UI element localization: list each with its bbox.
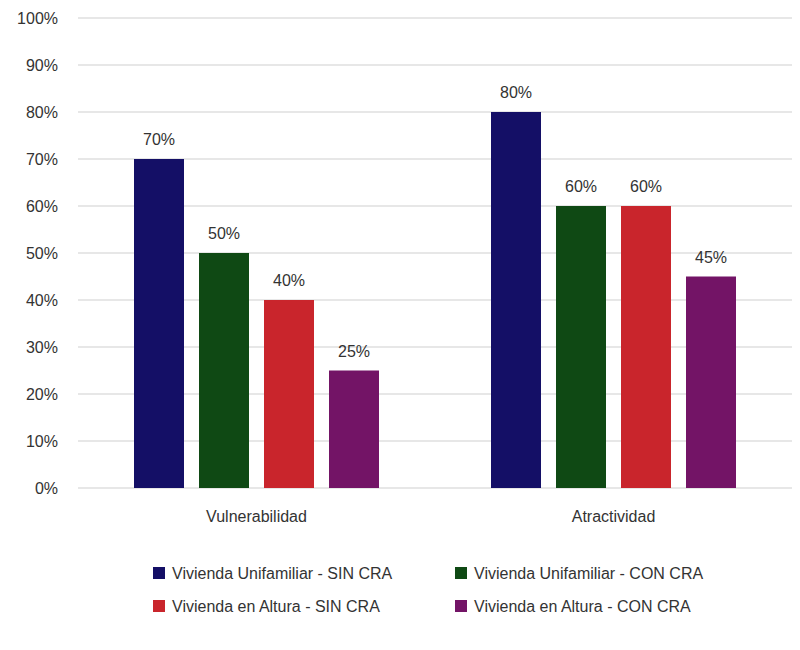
bar bbox=[264, 300, 314, 488]
legend-label: Vivienda en Altura - CON CRA bbox=[474, 598, 691, 615]
grid-line bbox=[78, 111, 792, 112]
y-tick-label: 70% bbox=[26, 151, 58, 168]
grid-line bbox=[78, 487, 792, 488]
y-tick-label: 50% bbox=[26, 245, 58, 262]
data-label: 45% bbox=[695, 249, 727, 266]
legend-label: Vivienda Unifamiliar - SIN CRA bbox=[172, 565, 393, 582]
y-tick-label: 20% bbox=[26, 386, 58, 403]
data-label: 50% bbox=[208, 225, 240, 242]
bars bbox=[134, 112, 736, 488]
legend-swatch bbox=[455, 600, 467, 612]
y-tick-label: 0% bbox=[35, 480, 58, 497]
legend-label: Vivienda Unifamiliar - CON CRA bbox=[474, 565, 703, 582]
grid-line bbox=[78, 440, 792, 441]
data-label: 25% bbox=[338, 343, 370, 360]
grid-line bbox=[78, 158, 792, 159]
bar bbox=[686, 277, 736, 489]
chart-container: 0% 10% 20% 30% 40% 50% 60% 70% 80% 90% 100% 70% 80% 5… bbox=[0, 0, 800, 650]
bar bbox=[621, 206, 671, 488]
y-tick-label: 40% bbox=[26, 292, 58, 309]
grid-line bbox=[78, 346, 792, 347]
grid bbox=[78, 18, 792, 488]
grid-line bbox=[78, 252, 792, 253]
data-label: 70% bbox=[143, 131, 175, 148]
y-axis: 0% 10% 20% 30% 40% 50% 60% 70% 80% 90% 100% bbox=[17, 10, 58, 497]
bar bbox=[329, 371, 379, 489]
bar bbox=[491, 112, 541, 488]
legend-swatch bbox=[153, 567, 165, 579]
grid-line bbox=[78, 299, 792, 300]
bar bbox=[199, 253, 249, 488]
y-tick-label: 100% bbox=[17, 10, 58, 27]
chart-svg: 0% 10% 20% 30% 40% 50% 60% 70% 80% 90% 100% 70% 80% 5… bbox=[0, 0, 800, 650]
y-tick-label: 30% bbox=[26, 339, 58, 356]
grid-line bbox=[78, 205, 792, 206]
data-label: 40% bbox=[273, 272, 305, 289]
data-label: 60% bbox=[565, 178, 597, 195]
bar bbox=[556, 206, 606, 488]
grid-line bbox=[78, 17, 792, 18]
y-tick-label: 90% bbox=[26, 57, 58, 74]
grid-line bbox=[78, 393, 792, 394]
y-tick-label: 80% bbox=[26, 104, 58, 121]
data-labels: 70% 80% 50% 60% 40% 60% 25% 45% bbox=[143, 84, 727, 360]
data-label: 60% bbox=[630, 178, 662, 195]
x-axis: Vulnerabilidad Atractividad bbox=[206, 508, 655, 525]
legend-swatch bbox=[153, 600, 165, 612]
legend: Vivienda Unifamiliar - SIN CRA Vivienda U… bbox=[153, 565, 703, 615]
legend-swatch bbox=[455, 567, 467, 579]
grid-line bbox=[78, 64, 792, 65]
x-tick-label: Atractividad bbox=[572, 508, 656, 525]
y-tick-label: 10% bbox=[26, 433, 58, 450]
y-tick-label: 60% bbox=[26, 198, 58, 215]
bar bbox=[134, 159, 184, 488]
data-label: 80% bbox=[500, 84, 532, 101]
x-tick-label: Vulnerabilidad bbox=[206, 508, 307, 525]
legend-label: Vivienda en Altura - SIN CRA bbox=[172, 598, 380, 615]
